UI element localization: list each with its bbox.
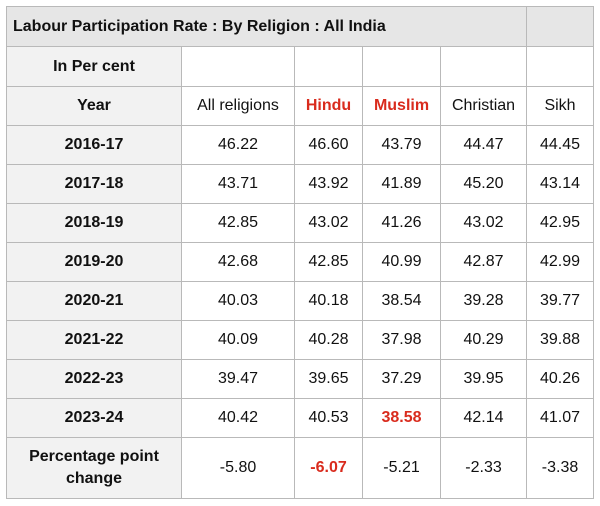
year-cell: 2019-20 bbox=[6, 242, 182, 282]
title-row: Labour Participation Rate : By Religion … bbox=[5, 6, 595, 47]
year-cell: 2023-24 bbox=[6, 398, 182, 438]
value-cell: 41.89 bbox=[362, 164, 441, 204]
unit-row: In Per cent bbox=[6, 46, 595, 87]
year-header: Year bbox=[6, 86, 182, 126]
unit-label: In Per cent bbox=[6, 46, 182, 87]
table-row: 2023-24 40.42 40.53 38.58 42.14 41.07 bbox=[6, 398, 595, 438]
value-cell-highlighted: 38.58 bbox=[362, 398, 441, 438]
change-value-cell: -3.38 bbox=[526, 437, 595, 499]
change-row: Percentage point change -5.80 -6.07 -5.2… bbox=[6, 437, 595, 499]
year-cell: 2017-18 bbox=[6, 164, 182, 204]
value-cell: 38.54 bbox=[362, 281, 441, 321]
value-cell: 40.03 bbox=[181, 281, 295, 321]
year-cell: 2020-21 bbox=[6, 281, 182, 321]
change-label-line1: Percentage point bbox=[29, 448, 159, 465]
value-cell: 42.95 bbox=[526, 203, 595, 243]
value-cell: 39.77 bbox=[526, 281, 595, 321]
value-cell: 46.60 bbox=[294, 125, 363, 165]
value-cell: 40.53 bbox=[294, 398, 363, 438]
table-row: 2016-17 46.22 46.60 43.79 44.47 44.45 bbox=[6, 125, 595, 165]
value-cell: 39.88 bbox=[526, 320, 595, 360]
value-cell: 40.42 bbox=[181, 398, 295, 438]
value-cell: 42.99 bbox=[526, 242, 595, 282]
value-cell: 37.29 bbox=[362, 359, 441, 399]
value-cell: 42.85 bbox=[294, 242, 363, 282]
value-cell: 43.02 bbox=[294, 203, 363, 243]
year-cell: 2018-19 bbox=[6, 203, 182, 243]
value-cell: 39.65 bbox=[294, 359, 363, 399]
column-header-muslim: Muslim bbox=[362, 86, 441, 126]
value-cell: 39.28 bbox=[439, 281, 528, 321]
table-row: 2017-18 43.71 43.92 41.89 45.20 43.14 bbox=[6, 164, 595, 204]
value-cell: 37.98 bbox=[362, 320, 441, 360]
value-cell: 43.02 bbox=[439, 203, 528, 243]
empty-cell bbox=[362, 46, 441, 87]
year-cell: 2022-23 bbox=[6, 359, 182, 399]
column-header-sikh: Sikh bbox=[526, 86, 595, 126]
column-header-all-religions: All religions bbox=[181, 86, 295, 126]
column-header-hindu: Hindu bbox=[294, 86, 363, 126]
value-cell: 45.20 bbox=[439, 164, 528, 204]
table-row: 2021-22 40.09 40.28 37.98 40.29 39.88 bbox=[6, 320, 595, 360]
change-value-cell: -5.80 bbox=[181, 437, 295, 499]
value-cell: 40.29 bbox=[439, 320, 528, 360]
value-cell: 42.14 bbox=[439, 398, 528, 438]
value-cell: 40.26 bbox=[526, 359, 595, 399]
table-row: 2018-19 42.85 43.02 41.26 43.02 42.95 bbox=[6, 203, 595, 243]
change-value-cell: -2.33 bbox=[439, 437, 528, 499]
value-cell: 43.71 bbox=[181, 164, 295, 204]
change-label-line2: change bbox=[65, 470, 122, 487]
table-title: Labour Participation Rate : By Religion … bbox=[5, 6, 528, 47]
labour-participation-table: Labour Participation Rate : By Religion … bbox=[5, 6, 595, 499]
value-cell: 42.87 bbox=[439, 242, 528, 282]
empty-cell bbox=[439, 46, 528, 87]
change-value-cell-highlighted: -6.07 bbox=[294, 437, 363, 499]
header-row: Year All religions Hindu Muslim Christia… bbox=[6, 86, 595, 126]
value-cell: 39.95 bbox=[439, 359, 528, 399]
title-filler-cell bbox=[526, 6, 595, 47]
value-cell: 41.26 bbox=[362, 203, 441, 243]
value-cell: 40.18 bbox=[294, 281, 363, 321]
empty-cell bbox=[294, 46, 363, 87]
year-cell: 2021-22 bbox=[6, 320, 182, 360]
table-row: 2019-20 42.68 42.85 40.99 42.87 42.99 bbox=[6, 242, 595, 282]
empty-cell bbox=[526, 46, 595, 87]
value-cell: 46.22 bbox=[181, 125, 295, 165]
empty-cell bbox=[181, 46, 295, 87]
value-cell: 43.14 bbox=[526, 164, 595, 204]
value-cell: 43.92 bbox=[294, 164, 363, 204]
value-cell: 41.07 bbox=[526, 398, 595, 438]
table-row: 2022-23 39.47 39.65 37.29 39.95 40.26 bbox=[6, 359, 595, 399]
value-cell: 40.99 bbox=[362, 242, 441, 282]
table-row: 2020-21 40.03 40.18 38.54 39.28 39.77 bbox=[6, 281, 595, 321]
value-cell: 42.68 bbox=[181, 242, 295, 282]
value-cell: 44.45 bbox=[526, 125, 595, 165]
value-cell: 44.47 bbox=[439, 125, 528, 165]
change-label: Percentage point change bbox=[6, 437, 182, 499]
value-cell: 40.28 bbox=[294, 320, 363, 360]
change-value-cell: -5.21 bbox=[362, 437, 441, 499]
value-cell: 42.85 bbox=[181, 203, 295, 243]
column-header-christian: Christian bbox=[439, 86, 528, 126]
value-cell: 40.09 bbox=[181, 320, 295, 360]
year-cell: 2016-17 bbox=[6, 125, 182, 165]
value-cell: 39.47 bbox=[181, 359, 295, 399]
value-cell: 43.79 bbox=[362, 125, 441, 165]
